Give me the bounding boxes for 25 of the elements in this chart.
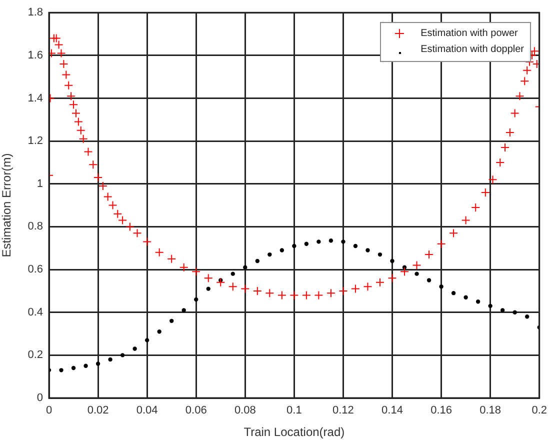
x-tick-label: 0.2 xyxy=(532,404,548,417)
y-tick-label: 0.6 xyxy=(28,264,43,276)
x-tick-label: 0.18 xyxy=(480,404,502,417)
y-tick-label: 0.2 xyxy=(28,349,43,362)
y-tick-label: 0.4 xyxy=(28,306,43,318)
x-tick-label: 0.12 xyxy=(332,404,354,417)
y-tick-label: 0.8 xyxy=(28,220,43,233)
y-tick-label: 1 xyxy=(36,178,43,190)
legend-label: Estimation with power xyxy=(420,27,518,41)
x-tick-label: 0.16 xyxy=(430,404,452,417)
y-axis-title: Estimation Error(m) xyxy=(0,153,14,258)
x-tick-label: 0.08 xyxy=(234,404,256,417)
y-tick-label: 1.8 xyxy=(28,6,43,19)
y-tick-label: 0 xyxy=(36,392,43,404)
x-tick-label: 0.02 xyxy=(87,404,109,417)
x-tick-label: 0.04 xyxy=(136,404,158,417)
x-tick-label: 0.14 xyxy=(382,404,403,417)
y-tick-label: 1.6 xyxy=(28,49,43,62)
legend-label: Estimation with doppler xyxy=(420,43,524,57)
y-tick-label: 1.2 xyxy=(28,135,43,148)
x-tick-label: 0.06 xyxy=(185,404,207,417)
y-tick-label: 1.4 xyxy=(28,92,43,104)
x-tick-label: 0 xyxy=(46,404,52,417)
x-tick-label: 0.1 xyxy=(286,404,302,417)
x-axis-title: Train Location(rad) xyxy=(244,425,345,440)
